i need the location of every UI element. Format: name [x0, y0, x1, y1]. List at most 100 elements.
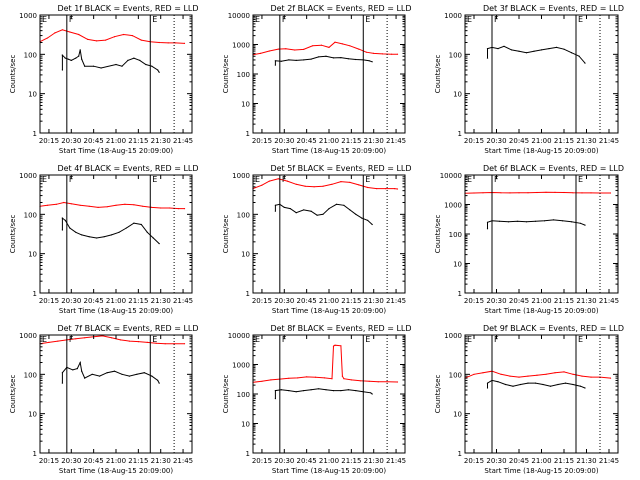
lld-data-point	[609, 192, 612, 194]
events-data-point	[118, 231, 120, 233]
events-data-point	[91, 373, 93, 375]
y-tick-label: 1000	[232, 172, 250, 180]
lld-data-point	[102, 335, 104, 337]
events-data-point	[519, 383, 522, 386]
lld-data-point	[155, 342, 157, 344]
x-tick-label: 20:15	[252, 137, 272, 145]
events-data-point	[512, 385, 514, 387]
lld-data-point	[297, 377, 299, 379]
marker-label: F	[69, 15, 74, 24]
events-data-point	[133, 222, 135, 224]
x-tick-label: 21:00	[106, 137, 126, 145]
events-data-point	[72, 369, 74, 371]
events-data-point	[84, 65, 86, 67]
events-data-point	[81, 234, 83, 236]
lld-data-point	[518, 192, 520, 194]
lld-data-point	[286, 180, 288, 182]
lld-data-point	[536, 374, 538, 376]
x-tick-label: 20:15	[464, 457, 484, 465]
panel-title: Det 8f BLACK = Events, RED = LLD	[270, 324, 411, 333]
marker-label: E	[467, 15, 472, 24]
events-data-point	[143, 372, 145, 374]
lld-data-point	[122, 33, 125, 36]
lld-data-point	[563, 371, 565, 373]
panel-det-2f: 1 10 100 1000 10000 20:15 20:30 20:45 21:00 21:15…	[222, 4, 412, 155]
x-tick-label: 21:00	[319, 137, 339, 145]
events-series-line	[274, 203, 373, 225]
events-data-point	[584, 387, 586, 389]
lld-data-point	[304, 185, 306, 187]
lld-data-point	[350, 379, 352, 381]
lld-data-point	[349, 181, 351, 183]
events-data-point	[113, 370, 116, 372]
y-axis-label: Counts/sec	[434, 215, 442, 254]
x-tick-label: 21:15	[341, 457, 361, 465]
lld-data-point	[61, 29, 64, 31]
events-data-point	[570, 221, 573, 223]
lld-data-point	[590, 192, 592, 194]
events-data-point	[497, 48, 499, 50]
events-data-point	[288, 59, 290, 61]
panel-title: Det 4f BLACK = Events, RED = LLD	[57, 164, 198, 173]
lld-data-point	[164, 343, 166, 345]
x-tick-label: 21:45	[173, 457, 193, 465]
events-data-point	[76, 368, 78, 370]
lld-data-point	[288, 377, 290, 379]
events-data-point	[106, 372, 108, 374]
y-tick-label: 10	[453, 91, 462, 99]
y-axis-label: Counts/sec	[222, 375, 230, 414]
lld-data-point	[119, 339, 122, 341]
events-series-line	[274, 55, 373, 66]
lld-data-point	[97, 206, 99, 208]
events-data-point	[355, 390, 357, 392]
panel-title: Det 2f BLACK = Events, RED = LLD	[270, 4, 411, 13]
events-data-point	[325, 55, 327, 57]
y-tick-label: 100	[449, 371, 462, 379]
y-tick-label: 1000	[444, 332, 462, 340]
lld-data-point	[545, 373, 547, 375]
lld-data-point	[69, 31, 71, 33]
marker-label: F	[69, 175, 74, 184]
events-data-point	[340, 57, 342, 59]
events-data-point	[67, 58, 69, 60]
x-tick-label: 21:45	[386, 137, 406, 145]
events-data-point	[61, 217, 64, 219]
marker-label: E	[578, 335, 583, 344]
events-data-point	[81, 370, 83, 372]
lld-data-point	[373, 52, 375, 55]
events-data-point	[486, 228, 489, 230]
events-data-point	[325, 389, 327, 391]
events-data-point	[280, 60, 282, 62]
events-data-point	[555, 46, 558, 49]
marker-label: E	[255, 335, 260, 344]
marker-label: E	[578, 15, 583, 24]
y-axis-label: Counts/sec	[9, 55, 17, 94]
events-series-line	[274, 388, 373, 399]
x-tick-label: 20:30	[61, 457, 81, 465]
events-data-point	[332, 57, 335, 59]
events-data-point	[543, 220, 546, 222]
x-tick-label: 21:30	[151, 457, 171, 465]
x-axis-label: Start Time (18-Aug-15 20:09:00)	[484, 307, 598, 315]
lld-data-point	[500, 373, 502, 375]
events-data-point	[136, 373, 138, 375]
x-tick-label: 21:00	[319, 457, 339, 465]
panel-title: Det 1f BLACK = Events, RED = LLD	[57, 4, 198, 13]
x-tick-label: 21:30	[576, 457, 596, 465]
events-data-point	[525, 52, 528, 54]
y-tick-label: 1000	[444, 12, 462, 20]
events-series-line	[487, 219, 586, 229]
x-tick-label: 20:15	[39, 297, 59, 305]
x-tick-label: 20:45	[509, 137, 529, 145]
y-axis-label: Counts/sec	[434, 55, 442, 94]
x-tick-label: 20:30	[486, 137, 506, 145]
lld-data-point	[84, 337, 86, 339]
marker-label: E	[152, 175, 157, 184]
x-tick-label: 21:45	[599, 457, 619, 465]
lld-data-point	[518, 376, 520, 378]
events-data-point	[355, 213, 357, 215]
events-data-point	[139, 59, 141, 62]
events-series-line	[487, 45, 586, 64]
events-data-point	[322, 213, 324, 215]
x-tick-label: 20:30	[274, 137, 294, 145]
